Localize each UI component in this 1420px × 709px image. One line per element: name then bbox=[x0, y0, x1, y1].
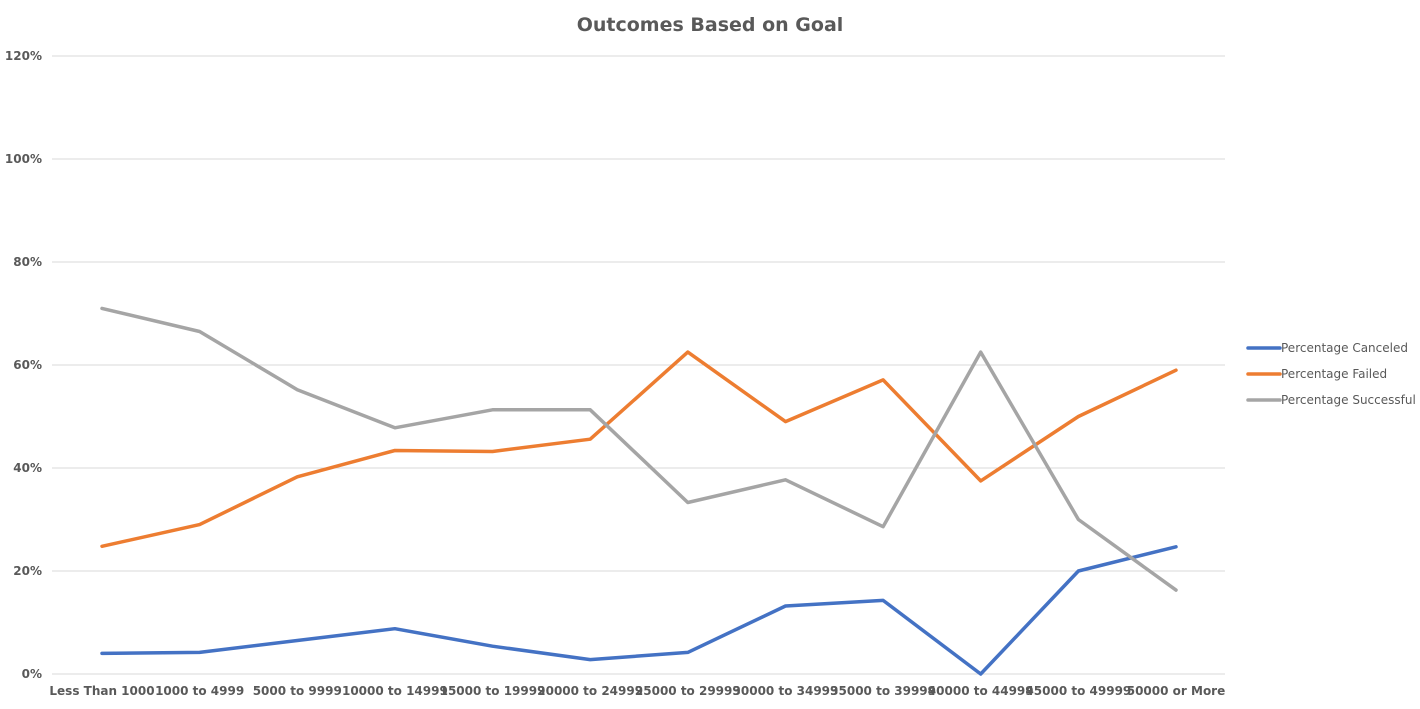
y-tick-label: 100% bbox=[5, 152, 42, 166]
x-tick-label: 50000 or More bbox=[1127, 684, 1226, 698]
x-tick-label: 40000 to 44999 bbox=[928, 684, 1034, 698]
legend: Percentage Canceled Percentage Failed Perc… bbox=[1246, 341, 1416, 407]
gridlines bbox=[52, 55, 1225, 675]
series-line-percentage-successful bbox=[100, 306, 1178, 592]
x-tick-label: 25000 to 29999 bbox=[635, 684, 741, 698]
x-tick-label: Less Than 1000 bbox=[49, 684, 154, 698]
series-line-percentage-failed bbox=[100, 350, 1178, 549]
x-tick-label: 1000 to 4999 bbox=[155, 684, 244, 698]
series-line-percentage-canceled bbox=[100, 545, 1178, 676]
y-axis: 0% 20% 40% 60% 80% 100% 120% bbox=[5, 49, 42, 681]
legend-label: Percentage Successful bbox=[1281, 393, 1416, 407]
y-tick-label: 0% bbox=[22, 667, 42, 681]
x-axis: Less Than 1000 1000 to 4999 5000 to 9999 10… bbox=[49, 684, 1225, 698]
x-tick-label: 30000 to 34999 bbox=[733, 684, 839, 698]
legend-label: Percentage Canceled bbox=[1281, 341, 1408, 355]
x-tick-label: 10000 to 14999 bbox=[342, 684, 448, 698]
y-tick-label: 20% bbox=[13, 564, 42, 578]
y-tick-label: 60% bbox=[13, 358, 42, 372]
x-tick-label: 5000 to 9999 bbox=[253, 684, 342, 698]
x-tick-label: 15000 to 19999 bbox=[440, 684, 546, 698]
x-tick-label: 35000 to 39999 bbox=[830, 684, 936, 698]
y-tick-label: 80% bbox=[13, 255, 42, 269]
y-tick-label: 120% bbox=[5, 49, 42, 63]
y-tick-label: 40% bbox=[13, 461, 42, 475]
chart-title: Outcomes Based on Goal bbox=[577, 14, 844, 36]
x-tick-label: 20000 to 24999 bbox=[537, 684, 643, 698]
legend-label: Percentage Failed bbox=[1281, 367, 1387, 381]
series-lines bbox=[100, 306, 1178, 676]
x-tick-label: 45000 to 49999 bbox=[1025, 684, 1131, 698]
